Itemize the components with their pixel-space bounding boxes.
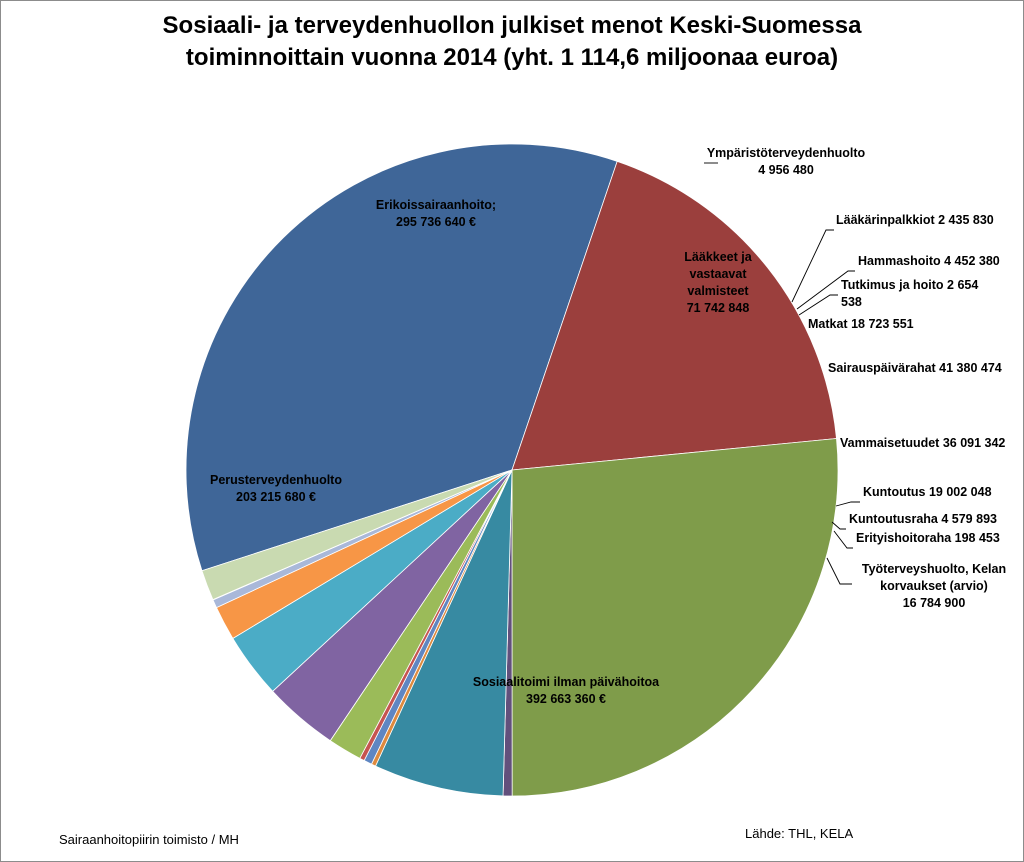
slice-label-1: Sosiaalitoimi ilman päivähoitoa 392 663 3… [473,675,660,706]
slice-label-line: Hammashoito 4 452 380 [858,254,1000,268]
slice-label-9: Matkat 18 723 551 [808,317,914,331]
leader-line-7 [796,270,855,310]
slice-label-line: Matkat 18 723 551 [808,317,914,331]
chart-title: Sosiaali- ja terveydenhuollon julkiset m… [0,10,1024,74]
slice-label-line: vastaavat [690,267,748,281]
slice-label-line: 392 663 360 € [526,692,606,706]
slice-label-line: 538 [841,295,862,309]
slice-label-line: 295 736 640 € [396,215,476,229]
chart-title-line-1: Sosiaali- ja terveydenhuollon julkiset m… [162,12,862,39]
slice-label-line: Sosiaalitoimi ilman päivähoitoa [473,675,660,689]
slice-label-13: Kuntoutusraha 4 579 893 [849,512,997,526]
slice-label-11: Vammaisetuudet 36 091 342 [840,436,1005,450]
pie-slice-2 [511,160,837,471]
slice-label-2: Perusterveydenhuolto 203 215 680 € [210,473,342,504]
slice-label-line: Kuntoutusraha 4 579 893 [849,512,997,526]
leader-line-13 [831,521,846,530]
slice-label-line: 4 956 480 [758,163,814,177]
pie-slices [185,143,839,797]
slice-label-8: Tutkimus ja hoito 2 654 538 [841,278,978,309]
footer-credit: Sairaanhoitopiirin toimisto / MH [59,832,239,847]
slice-label-line: Vammaisetuudet 36 091 342 [840,436,1005,450]
slice-label-line: 16 784 900 [903,596,966,610]
slice-label-12: Kuntoutus 19 002 048 [863,485,992,499]
slice-label-3: Erikoissairaanhoito; 295 736 640 € [376,198,496,229]
slice-label-5: Lääkkeet ja vastaavat valmisteet 71 742 848 [684,250,752,315]
slice-label-10: Sairauspäivärahat 41 380 474 [828,361,1002,375]
footer-source: Lähde: THL, KELA [745,826,854,841]
slice-label-line: valmisteet [687,284,749,298]
slice-label-line: Perusterveydenhuolto [210,473,342,487]
slice-label-line: Sairauspäivärahat 41 380 474 [828,361,1002,375]
leader-lines [704,162,860,585]
pie-slice-3 [511,438,839,797]
slice-label-line: korvaukset (arvio) [880,579,988,593]
slice-label-line: 203 215 680 € [236,490,316,504]
slice-label-line: Tutkimus ja hoito 2 654 [841,278,978,292]
pie-slice-15 [201,469,513,601]
chart-title-line-2: toiminnoittain vuonna 2014 (yht. 1 114,6… [185,44,839,71]
slice-label-line: Erikoissairaanhoito; [376,198,496,212]
pie-slice-1 [185,143,618,572]
slice-label-line: Kuntoutus 19 002 048 [863,485,992,499]
leader-line-12 [835,501,860,507]
slice-label-15: Työterveyshuolto, Kelan korvaukset (arvio… [862,562,1006,610]
slice-label-6: Lääkärinpalkkiot 2 435 830 [836,213,994,227]
slice-label-4: Ympäristöterveydenhuolto 4 956 480 [707,146,866,177]
slice-label-7: Hammashoito 4 452 380 [858,254,1000,268]
slice-label-line: Ympäristöterveydenhuolto [707,146,866,160]
pie-slice-5 [374,469,513,797]
slice-label-line: Lääkkeet ja [684,250,752,264]
slice-label-line: Työterveyshuolto, Kelan [862,562,1006,576]
slice-label-14: Erityishoitoraha 198 453 [856,531,1000,545]
slice-label-line: Erityishoitoraha 198 453 [856,531,1000,545]
leader-line-14 [833,530,853,549]
leader-line-8 [798,294,838,316]
slice-label-line: Lääkärinpalkkiot 2 435 830 [836,213,994,227]
slice-label-line: 71 742 848 [687,301,750,315]
leader-line-6 [791,229,834,303]
leader-line-15 [826,557,852,585]
slice-labels: Sosiaalitoimi ilman päivähoitoa 392 663 3… [210,146,1006,706]
